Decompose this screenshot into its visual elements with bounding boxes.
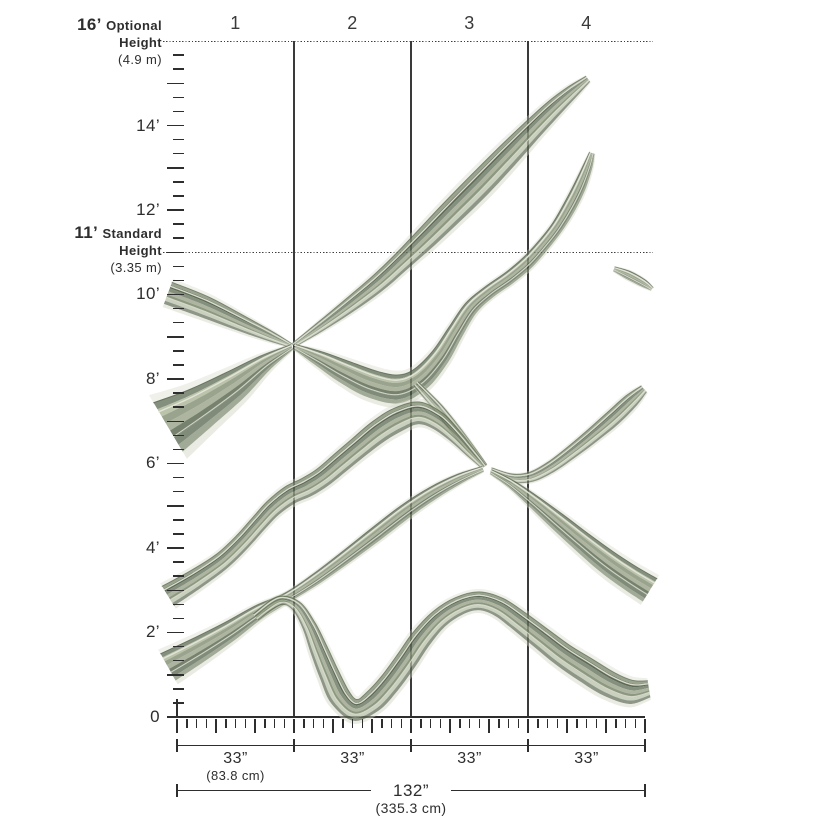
optional-height-word1: Optional <box>106 18 162 33</box>
ruler-label-2ft: 2’ <box>145 622 160 641</box>
brush-stroke-mid-crest-band <box>160 398 487 609</box>
mural-bottom-edge-line <box>177 716 645 718</box>
brush-stroke-mid-rise-band <box>158 465 485 685</box>
standard-height-word1: Standard <box>102 226 162 241</box>
ruler-label-4ft: 4’ <box>145 538 160 557</box>
panel-width-label-4: 33” <box>574 750 599 767</box>
ruler-corner-stub <box>176 699 178 717</box>
total-width-metric: (335.3 cm) <box>375 800 447 816</box>
brush-stroke-bottom-s-band <box>252 588 651 724</box>
optional-height-label: 16’ Optional Height (4.9 m) <box>20 16 162 68</box>
standard-height-word2: Height <box>119 243 162 258</box>
brush-stroke-long-diagonal <box>292 75 591 348</box>
brush-stroke-upper-left-arm <box>162 279 294 349</box>
brush-stroke-right-dab <box>612 266 654 292</box>
panel-divider-1 <box>293 41 295 717</box>
standard-height-metric: (3.35 m) <box>110 260 162 275</box>
ruler-label-10ft: 10’ <box>136 284 160 303</box>
panel-width-label-2: 33” <box>340 750 365 767</box>
ruler-label-8ft: 8’ <box>145 369 160 388</box>
panel-width-label-3: 33” <box>457 750 482 767</box>
optional-height-feet: 16’ <box>77 15 102 34</box>
standard-height-label: 11’ Standard Height (3.35 m) <box>20 224 162 276</box>
ruler-label-6ft: 6’ <box>145 453 160 472</box>
panel-number-4: 4 <box>581 13 592 33</box>
panel-number-2: 2 <box>347 13 358 33</box>
brush-stroke-lower-left-wedge <box>149 344 294 459</box>
total-width-label: 132” <box>371 781 451 801</box>
panel-number-3: 3 <box>464 13 475 33</box>
panel-width-label-1: 33” <box>223 750 248 767</box>
brush-stroke-dip-rise-band <box>293 151 596 408</box>
panel-width-metric: (83.8 cm) <box>206 768 265 783</box>
optional-height-metric: (4.9 m) <box>118 52 162 67</box>
panel-number-1: 1 <box>230 13 241 33</box>
optional-height-guide-line <box>163 40 653 43</box>
brush-stroke-right-down-arm <box>489 469 660 605</box>
ruler-label-14ft: 14’ <box>136 116 160 135</box>
ruler-label-12ft: 12’ <box>136 200 160 219</box>
optional-height-word2: Height <box>119 35 162 50</box>
standard-height-feet: 11’ <box>74 223 98 242</box>
brush-stroke-right-up-arm <box>489 385 648 485</box>
panel-divider-3 <box>527 41 529 717</box>
ruler-label-0ft: 0 <box>150 707 160 726</box>
